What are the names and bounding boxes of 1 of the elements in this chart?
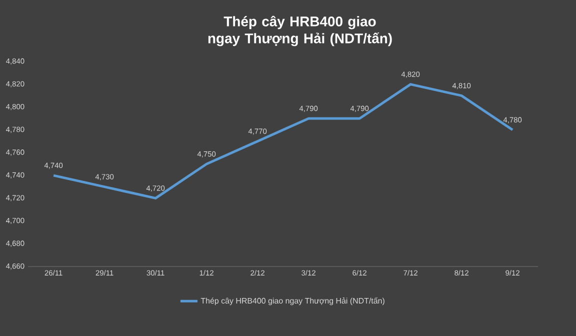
chart-title: Thép cây HRB400 giao ngay Thượng Hải (NDT/tấn)	[208, 16, 392, 46]
